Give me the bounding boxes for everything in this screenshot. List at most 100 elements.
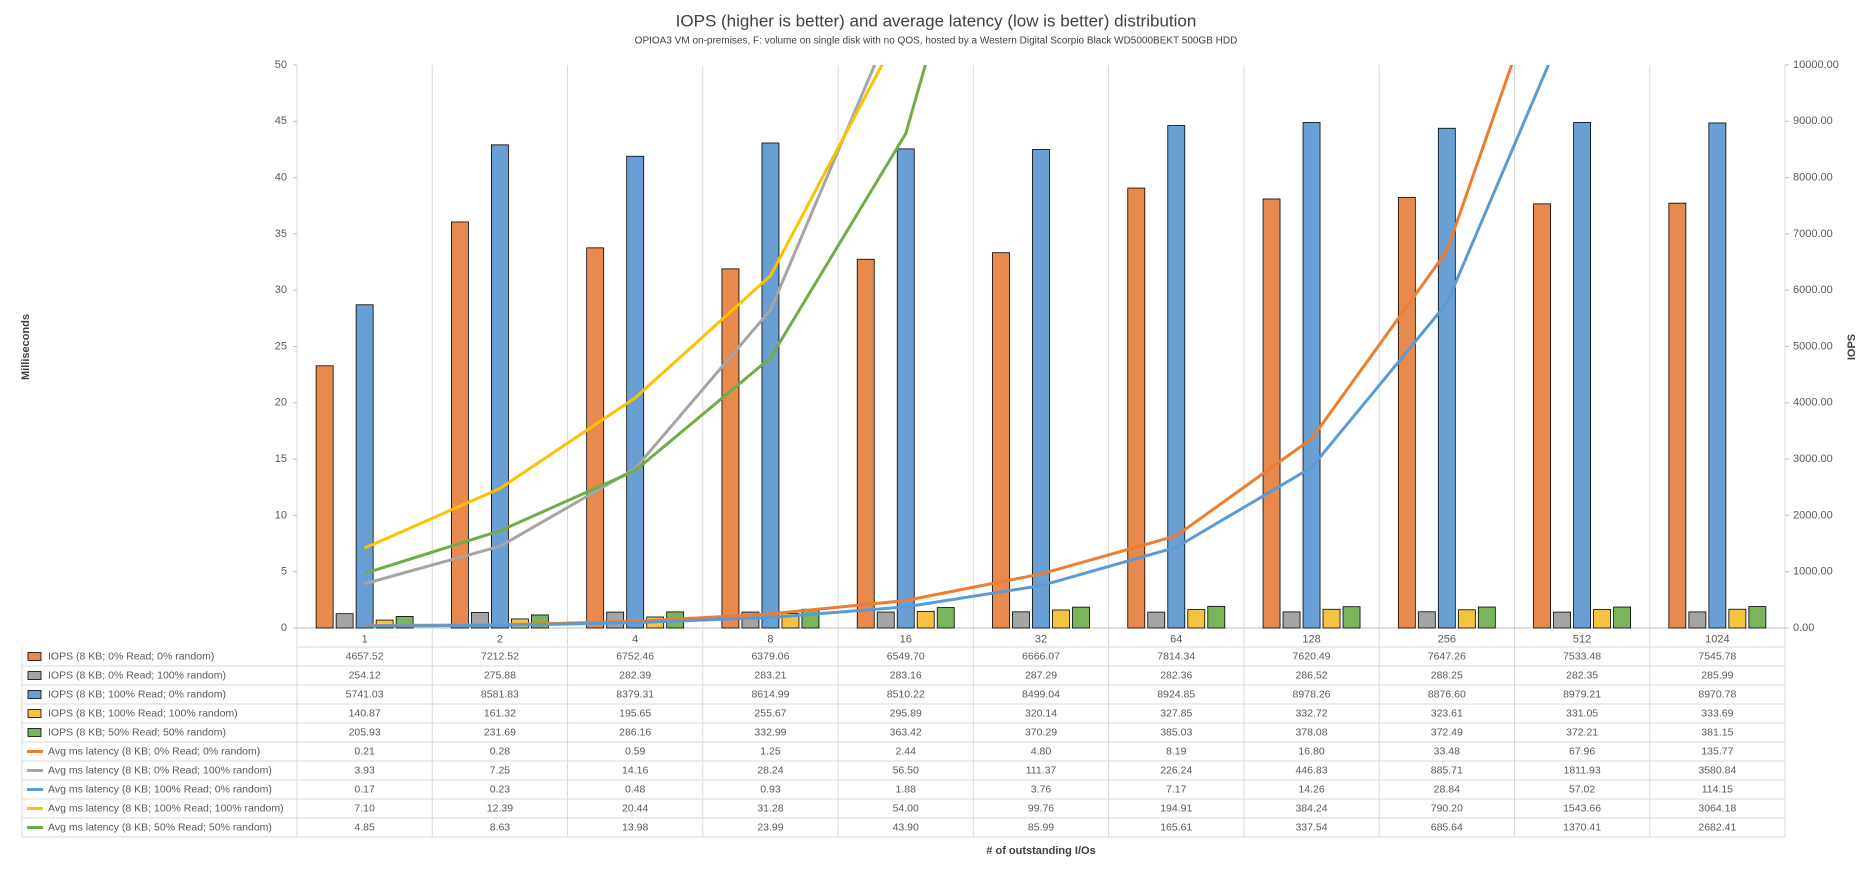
table-cell: 7.17	[1166, 783, 1187, 795]
table-cell: 384.24	[1295, 802, 1327, 814]
y-tick-label: 35	[275, 228, 287, 240]
chart-title: IOPS (higher is better) and average late…	[676, 11, 1197, 30]
bar	[896, 148, 915, 629]
legend-label: IOPS (8 KB; 100% Read; 100% random)	[48, 707, 238, 719]
table-cell: 332.72	[1295, 707, 1327, 719]
x-tick-label: 16	[900, 633, 912, 645]
bar	[1613, 606, 1631, 629]
bar	[1167, 125, 1186, 629]
table-cell: 7814.34	[1157, 650, 1195, 662]
y-tick-label: 30	[275, 284, 287, 296]
table-cell: 7.10	[354, 802, 375, 814]
table-cell: 54.00	[893, 802, 919, 814]
legend-label: Avg ms latency (8 KB; 0% Read; 100% rand…	[48, 764, 272, 776]
table-cell: 56.50	[893, 764, 919, 776]
table-cell: 6549.70	[887, 650, 925, 662]
bar	[1032, 149, 1050, 629]
y-tick-label: 25	[275, 340, 287, 352]
table-cell: 286.16	[619, 726, 651, 738]
y2-axis-title: IOPS	[1846, 334, 1858, 360]
table-cell: 4657.52	[346, 650, 384, 662]
table-cell: 288.25	[1431, 669, 1463, 681]
table-cell: 1811.93	[1563, 764, 1600, 776]
table-cell: 0.21	[354, 745, 375, 757]
table-cell: 0.93	[760, 783, 781, 795]
y2-tick-label: 2000.00	[1793, 509, 1833, 521]
bar	[1553, 611, 1571, 629]
table-cell: 67.96	[1569, 745, 1595, 757]
bar	[1322, 608, 1341, 629]
table-cell: 195.65	[619, 707, 651, 719]
bar	[1748, 606, 1767, 629]
table-cell: 165.61	[1160, 821, 1192, 833]
table-cell: 1.88	[896, 783, 917, 795]
table-cell: 194.91	[1160, 802, 1192, 814]
y-tick-label: 15	[275, 453, 287, 465]
table-cell: 333.69	[1701, 707, 1733, 719]
bar	[1207, 605, 1226, 629]
table-cell: 4.80	[1031, 745, 1052, 757]
table-cell: 363.42	[890, 726, 922, 738]
table-cell: 1.25	[760, 745, 781, 757]
bar	[1127, 187, 1146, 629]
table-cell: 12.39	[487, 802, 513, 814]
table-cell: 370.29	[1025, 726, 1057, 738]
bar	[335, 613, 354, 629]
table-cell: 3580.84	[1698, 764, 1736, 776]
table-cell: 0.23	[490, 783, 511, 795]
x-tick-label: 1024	[1705, 633, 1729, 645]
bar	[992, 252, 1010, 629]
bar	[606, 611, 625, 629]
table-cell: 8978.26	[1293, 688, 1331, 700]
table-cell: 275.88	[484, 669, 516, 681]
table-cell: 8.19	[1166, 745, 1187, 757]
bar	[1688, 611, 1707, 629]
table-cell: 332.99	[754, 726, 786, 738]
table-cell: 85.99	[1028, 821, 1054, 833]
table-cell: 3.76	[1031, 783, 1052, 795]
table-cell: 378.08	[1295, 726, 1327, 738]
x-tick-label: 512	[1573, 633, 1591, 645]
table-cell: 0.28	[490, 745, 511, 757]
y2-tick-label: 0.00	[1793, 622, 1814, 634]
table-cell: 14.16	[622, 764, 648, 776]
bar	[451, 221, 469, 629]
bar	[1668, 202, 1687, 629]
y2-tick-label: 3000.00	[1793, 453, 1833, 465]
table-cell: 2682.41	[1698, 821, 1736, 833]
y2-tick-label: 7000.00	[1793, 228, 1833, 240]
line	[364, 65, 927, 575]
table-cell: 5741.03	[346, 688, 384, 700]
bar	[1147, 611, 1166, 629]
x-tick-label: 32	[1035, 633, 1047, 645]
bar	[395, 616, 414, 629]
bar	[936, 607, 955, 629]
table-cell: 31.28	[757, 802, 783, 814]
lines-layer	[364, 65, 1551, 628]
table-cell: 385.03	[1160, 726, 1192, 738]
bar	[355, 304, 374, 629]
table-cell: 8510.22	[887, 688, 925, 700]
bar	[1437, 127, 1456, 629]
y-tick-label: 45	[275, 115, 287, 127]
table-cell: 28.84	[1434, 783, 1460, 795]
bar	[315, 365, 334, 629]
table-cell: 885.71	[1431, 764, 1463, 776]
table-cell: 8581.83	[481, 688, 519, 700]
bar	[1342, 606, 1361, 629]
bar	[1302, 122, 1321, 629]
table-cell: 7212.52	[481, 650, 519, 662]
bar	[1072, 606, 1090, 629]
table-cell: 287.29	[1025, 669, 1057, 681]
table-cell: 7545.78	[1698, 650, 1736, 662]
table-cell: 7647.26	[1428, 650, 1466, 662]
table-cell: 331.05	[1566, 707, 1598, 719]
table-cell: 2.44	[896, 745, 917, 757]
y-tick-label: 40	[275, 172, 287, 184]
table-cell: 283.21	[754, 669, 786, 681]
table-cell: 111.37	[1026, 764, 1057, 776]
line	[364, 65, 1551, 628]
table-cell: 99.76	[1028, 802, 1054, 814]
table-cell: 4.85	[354, 821, 375, 833]
x-tick-label: 4	[632, 633, 638, 645]
